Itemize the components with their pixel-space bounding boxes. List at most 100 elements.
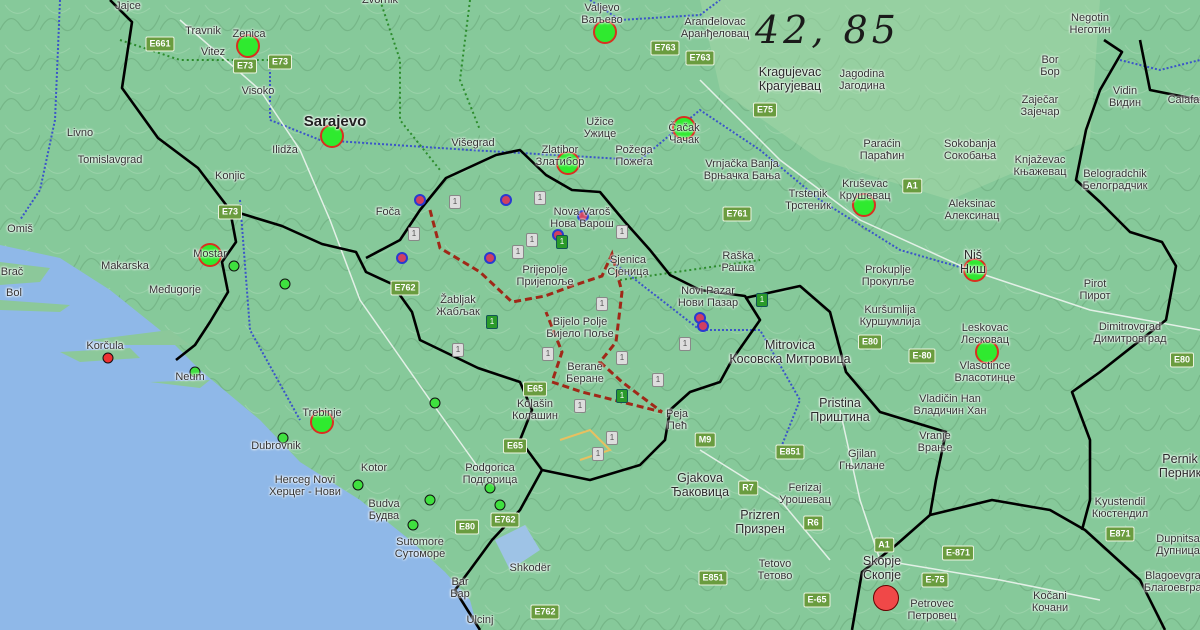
- poi-pin-icon[interactable]: 1: [596, 297, 608, 311]
- place-name: Mitrovica: [764, 338, 816, 352]
- location-marker[interactable]: [577, 210, 589, 222]
- place-name: Zaječar: [1021, 94, 1059, 106]
- place-name: Višegrad: [451, 137, 495, 149]
- location-marker[interactable]: [407, 519, 419, 531]
- place-name-cyrillic: Власотинце: [954, 372, 1016, 384]
- peninsula-peljesac: [90, 330, 190, 345]
- place-name: Novi Pazar: [681, 285, 735, 297]
- location-marker[interactable]: [484, 482, 496, 494]
- location-marker[interactable]: [852, 193, 876, 217]
- place-name: Ilidža: [272, 144, 298, 156]
- place-name: Vidin: [1112, 85, 1138, 97]
- poi-pin-icon[interactable]: 1: [616, 225, 628, 239]
- place-name: Trebinje: [302, 407, 342, 419]
- place-label: Pirot Пирот: [1079, 278, 1110, 302]
- place-name-cyrillic: Пожега: [615, 156, 653, 168]
- place-name: Podgorica: [465, 462, 515, 474]
- place-label: Ulcinj: [467, 614, 494, 626]
- location-marker[interactable]: [429, 397, 441, 409]
- place-label: Nova Varoš Нова Варош: [550, 206, 613, 230]
- place-label: Ferizaj Урошевац: [779, 482, 831, 506]
- place-name-cyrillic: Будва: [368, 510, 400, 522]
- location-marker[interactable]: [697, 320, 709, 332]
- place-name-cyrillic: Подгорица: [462, 474, 518, 486]
- poi-pin-icon[interactable]: 1: [606, 431, 618, 445]
- poi-pin-icon[interactable]: 1: [616, 389, 628, 403]
- place-label: Kyustendil Кюстендил: [1092, 496, 1148, 520]
- poi-pin-icon[interactable]: 1: [542, 347, 554, 361]
- location-marker[interactable]: [414, 194, 426, 206]
- location-marker[interactable]: [198, 243, 222, 267]
- location-marker[interactable]: [277, 432, 289, 444]
- place-name: Kragujevac: [758, 65, 822, 79]
- place-label: Travnik: [185, 25, 221, 37]
- road-shield: E851: [775, 444, 805, 460]
- place-label: Zenica: [232, 28, 265, 40]
- place-label: Mostar: [193, 248, 227, 260]
- poi-pin-icon[interactable]: 1: [556, 235, 568, 249]
- place-name: Sjenica: [609, 254, 647, 266]
- poi-pin-icon[interactable]: 1: [408, 227, 420, 241]
- place-label: Jajce: [115, 0, 141, 12]
- country-borders: [109, 0, 1200, 630]
- location-marker[interactable]: [593, 20, 617, 44]
- poi-pin-icon[interactable]: 1: [486, 315, 498, 329]
- place-label: Leskovac Лесковац: [961, 322, 1009, 346]
- place-name-cyrillic: Ужице: [583, 128, 617, 140]
- location-marker[interactable]: [189, 366, 201, 378]
- place-name-cyrillic: Благоевград: [1143, 582, 1200, 594]
- location-marker[interactable]: [975, 340, 999, 364]
- poi-pin-icon[interactable]: 1: [534, 191, 546, 205]
- place-label: Visoko: [242, 85, 275, 97]
- location-marker[interactable]: [228, 260, 240, 272]
- location-marker[interactable]: [873, 585, 899, 611]
- place-name: Kolašin: [516, 398, 554, 410]
- place-label: Mitrovica Косовска Митровица: [729, 338, 850, 366]
- road-shield: A1: [902, 178, 922, 194]
- place-label: Calafat: [1168, 94, 1200, 106]
- place-name-cyrillic: Бар: [450, 588, 470, 600]
- poi-pin-icon[interactable]: 1: [592, 447, 604, 461]
- place-name-cyrillic: Лесковац: [960, 334, 1010, 346]
- poi-pin-icon[interactable]: 1: [449, 195, 461, 209]
- location-marker[interactable]: [236, 34, 260, 58]
- location-marker[interactable]: [102, 352, 114, 364]
- place-label: Sarajevo: [304, 114, 367, 130]
- location-marker[interactable]: [396, 252, 408, 264]
- location-marker[interactable]: [310, 410, 334, 434]
- place-name: Trstenik: [788, 188, 828, 200]
- place-label: BlagoevgradБлагоевград: [1144, 570, 1200, 594]
- poi-pin-icon[interactable]: 1: [652, 373, 664, 387]
- location-marker[interactable]: [672, 116, 696, 140]
- place-name: Skopje: [862, 554, 902, 568]
- location-marker[interactable]: [556, 151, 580, 175]
- location-marker[interactable]: [484, 252, 496, 264]
- place-name: Valjevo: [584, 2, 620, 14]
- location-marker[interactable]: [500, 194, 512, 206]
- poi-pin-icon[interactable]: 1: [679, 337, 691, 351]
- location-marker[interactable]: [279, 278, 291, 290]
- location-marker[interactable]: [424, 494, 436, 506]
- poi-pin-icon[interactable]: 1: [526, 233, 538, 247]
- place-label: Višegrad: [451, 137, 494, 149]
- location-marker[interactable]: [352, 479, 364, 491]
- place-name: Zenica: [232, 28, 266, 40]
- location-marker[interactable]: [963, 258, 987, 282]
- region-outline: [428, 209, 663, 414]
- location-marker[interactable]: [320, 124, 344, 148]
- poi-pin-icon[interactable]: 1: [512, 245, 524, 259]
- place-name: Negotin: [1071, 12, 1109, 24]
- location-marker[interactable]: [494, 499, 506, 511]
- place-name: Leskovac: [961, 322, 1009, 334]
- place-label: Korčula: [86, 340, 123, 352]
- poi-pin-icon[interactable]: 1: [756, 293, 768, 307]
- poi-pin-icon[interactable]: 1: [452, 343, 464, 357]
- place-label: Vidin Видин: [1109, 85, 1141, 109]
- place-name-cyrillic: Ниш: [959, 262, 987, 276]
- place-name: Prijepolje: [522, 264, 568, 276]
- poi-pin-icon[interactable]: 1: [574, 399, 586, 413]
- poi-pin-icon[interactable]: 1: [616, 351, 628, 365]
- place-name-cyrillic: Чачак: [669, 134, 699, 146]
- place-label: Prizren Призрен: [735, 508, 784, 536]
